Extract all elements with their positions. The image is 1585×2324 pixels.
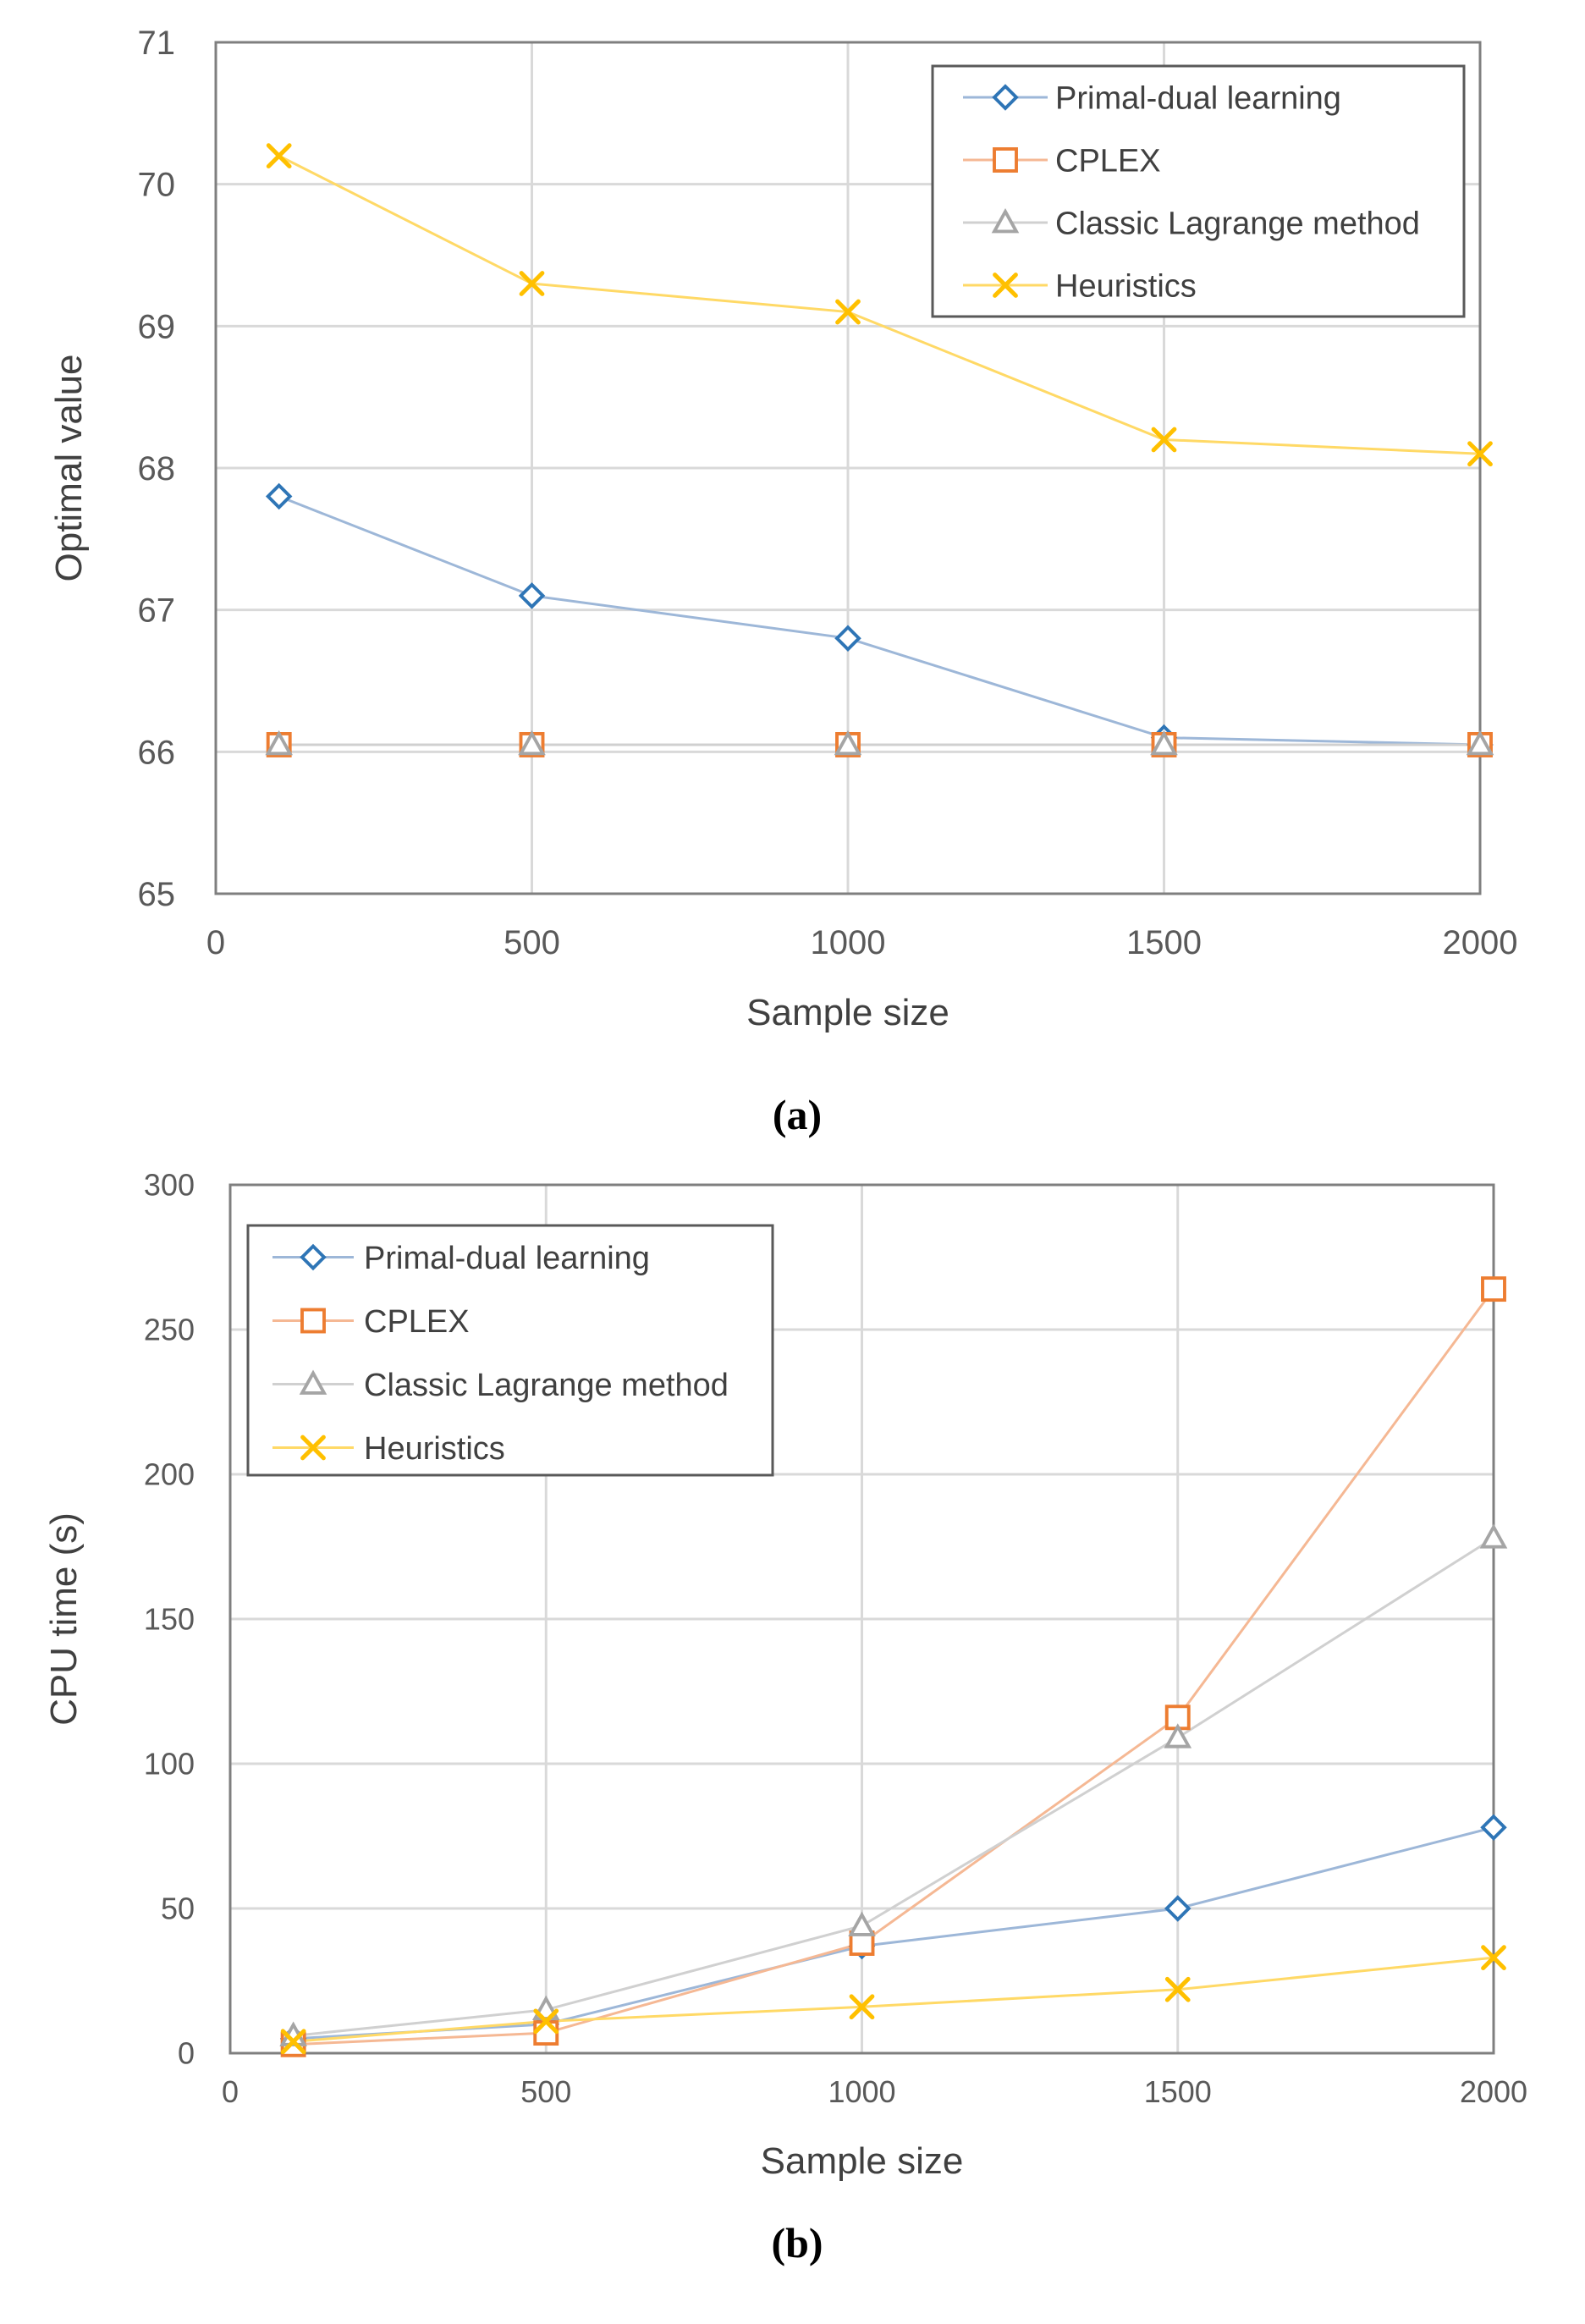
legend-box bbox=[246, 1224, 774, 1477]
y-tick-label: 65 bbox=[138, 876, 176, 913]
y-tick-label: 250 bbox=[144, 1313, 195, 1347]
data-point-marker bbox=[835, 299, 861, 325]
legend-box bbox=[931, 64, 1466, 318]
y-tick-label: 69 bbox=[138, 308, 176, 345]
chart-panel-b: 0 500 1000 1500 2000 0 50 100 150 200 250 300 Sample… bbox=[43, 1168, 1527, 2266]
legend-marker bbox=[993, 147, 1018, 173]
x-tick-label: 1500 bbox=[1126, 924, 1202, 961]
legend-marker bbox=[991, 207, 1020, 234]
x-tick-label: 0 bbox=[222, 2074, 239, 2109]
y-tick-label: 300 bbox=[144, 1168, 195, 1203]
y-tick-label: 71 bbox=[138, 25, 176, 62]
data-point-marker bbox=[848, 1911, 876, 1936]
legend: Primal-dual learning CPLEX Classic Lagrang… bbox=[931, 64, 1466, 318]
legend-marker bbox=[300, 1243, 327, 1271]
data-point-marker bbox=[265, 482, 293, 510]
legend-label: Primal-dual learning bbox=[364, 1241, 650, 1276]
data-point-marker bbox=[1151, 427, 1177, 453]
data-point-marker bbox=[1480, 1814, 1507, 1841]
data-point-marker bbox=[519, 271, 545, 296]
series-markers-primal-dual-learning bbox=[265, 482, 1494, 758]
x-tick-label: 1500 bbox=[1144, 2074, 1212, 2109]
plot-area-border bbox=[214, 41, 1482, 895]
x-tick-label: 1000 bbox=[828, 2074, 895, 2109]
legend-label: Heuristics bbox=[1055, 269, 1197, 305]
x-tick-label: 1000 bbox=[811, 924, 886, 961]
data-point-marker bbox=[1481, 1276, 1506, 1302]
y-tick-label: 0 bbox=[178, 2036, 195, 2071]
series-line-classic-lagrange-method bbox=[293, 1536, 1494, 2037]
data-point-marker bbox=[533, 2008, 559, 2035]
data-point-marker bbox=[265, 730, 294, 756]
y-axis-title: CPU time (s) bbox=[43, 1512, 85, 1726]
data-point-marker bbox=[834, 730, 862, 756]
y-tick-label: 50 bbox=[161, 1892, 195, 1926]
data-point-marker bbox=[266, 143, 292, 169]
data-point-marker bbox=[518, 582, 546, 609]
y-tick-label: 67 bbox=[138, 592, 176, 630]
y-tick-label: 68 bbox=[138, 450, 176, 487]
x-axis-title: Sample size bbox=[761, 2140, 964, 2182]
data-point-marker bbox=[1164, 1723, 1192, 1749]
data-point-marker bbox=[1164, 1895, 1192, 1922]
legend-marker bbox=[992, 84, 1019, 111]
x-tick-label: 0 bbox=[206, 924, 225, 961]
x-axis-title: Sample size bbox=[746, 992, 949, 1033]
data-point-marker bbox=[1466, 730, 1494, 756]
panel-caption: (a) bbox=[773, 1091, 822, 1138]
data-point-marker bbox=[533, 2020, 559, 2046]
series-markers-primal-dual-learning bbox=[279, 1814, 1507, 2052]
data-point-marker bbox=[834, 625, 861, 652]
legend-label: CPLEX bbox=[1055, 144, 1161, 179]
data-point-marker bbox=[518, 730, 546, 756]
x-tick-label: 500 bbox=[504, 924, 560, 961]
plot-area-border bbox=[228, 1183, 1495, 2055]
data-point-marker bbox=[1164, 1976, 1191, 2002]
chart-panel-a: 0 500 1000 1500 2000 65 66 67 68 69 70 71 Sample siz… bbox=[48, 25, 1517, 1138]
y-tick-label: 200 bbox=[144, 1457, 195, 1492]
legend-marker bbox=[993, 273, 1018, 298]
y-tick-label: 70 bbox=[138, 167, 176, 204]
legend-marker bbox=[299, 1369, 327, 1395]
data-point-marker bbox=[1150, 730, 1178, 756]
legend-label: Heuristics bbox=[364, 1431, 505, 1467]
legend-marker bbox=[300, 1435, 326, 1461]
y-tick-label: 66 bbox=[138, 734, 176, 771]
legend-label: Classic Lagrange method bbox=[1055, 207, 1420, 242]
legend-label: CPLEX bbox=[364, 1304, 470, 1340]
y-axis-title: Optimal value bbox=[48, 354, 90, 581]
x-tick-label: 2000 bbox=[1443, 924, 1518, 961]
y-tick-label: 100 bbox=[144, 1747, 195, 1782]
series-markers-classic-lagrange-method bbox=[265, 730, 1494, 756]
legend: Primal-dual learning CPLEX Classic Lagrang… bbox=[246, 1224, 774, 1477]
legend-label: Classic Lagrange method bbox=[364, 1368, 729, 1403]
legend-marker bbox=[300, 1308, 326, 1334]
series-markers-classic-lagrange-method bbox=[279, 1523, 1508, 2046]
data-point-marker bbox=[849, 1994, 875, 2020]
y-tick-label: 150 bbox=[144, 1602, 195, 1637]
data-point-marker bbox=[280, 2029, 306, 2055]
panel-caption: (b) bbox=[771, 2219, 823, 2266]
data-point-marker bbox=[1479, 1523, 1508, 1549]
series-markers-heuristics bbox=[280, 1945, 1506, 2055]
data-point-marker bbox=[1481, 1945, 1506, 1971]
series-markers-heuristics bbox=[266, 143, 1493, 467]
legend-label: Primal-dual learning bbox=[1055, 81, 1341, 117]
x-tick-label: 2000 bbox=[1460, 2074, 1527, 2109]
x-tick-label: 500 bbox=[520, 2074, 571, 2109]
series-line-primal-dual-learning bbox=[278, 495, 1481, 746]
data-point-marker bbox=[1467, 441, 1493, 467]
series-line-primal-dual-learning bbox=[293, 1826, 1494, 2040]
